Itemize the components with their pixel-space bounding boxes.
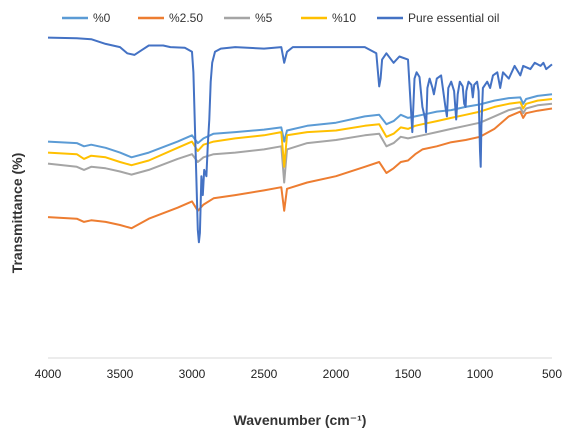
legend-label-4: %10 [332, 11, 356, 25]
x-axis-title: Wavenumber (cm⁻¹) [234, 412, 367, 428]
x-tick-label-4000: 4000 [35, 367, 62, 381]
series-line-2 [47, 107, 553, 230]
series-line-5 [47, 36, 553, 244]
legend-label-2: %2.50 [169, 11, 203, 25]
series-line-1 [47, 93, 553, 159]
series-line-3 [47, 102, 553, 184]
x-tick-label-3500: 3500 [107, 367, 134, 381]
plot-area [47, 36, 553, 244]
x-tick-label-1000: 1000 [467, 367, 494, 381]
x-tick-label-500: 500 [542, 367, 562, 381]
x-tick-label-1500: 1500 [395, 367, 422, 381]
x-tick-label-2000: 2000 [323, 367, 350, 381]
x-tick-labels: 4000 3500 3000 2500 2000 1500 1000 500 [35, 367, 563, 381]
series-line-4 [47, 98, 553, 168]
legend-label-3: %5 [255, 11, 273, 25]
legend-label-1: %0 [93, 11, 111, 25]
legend: %0 %2.50 %5 %10 Pure essential oil [62, 11, 499, 25]
y-axis-title: Transmittance (%) [9, 153, 25, 274]
x-tick-label-2500: 2500 [251, 367, 278, 381]
x-tick-label-3000: 3000 [179, 367, 206, 381]
legend-label-5: Pure essential oil [408, 11, 499, 25]
